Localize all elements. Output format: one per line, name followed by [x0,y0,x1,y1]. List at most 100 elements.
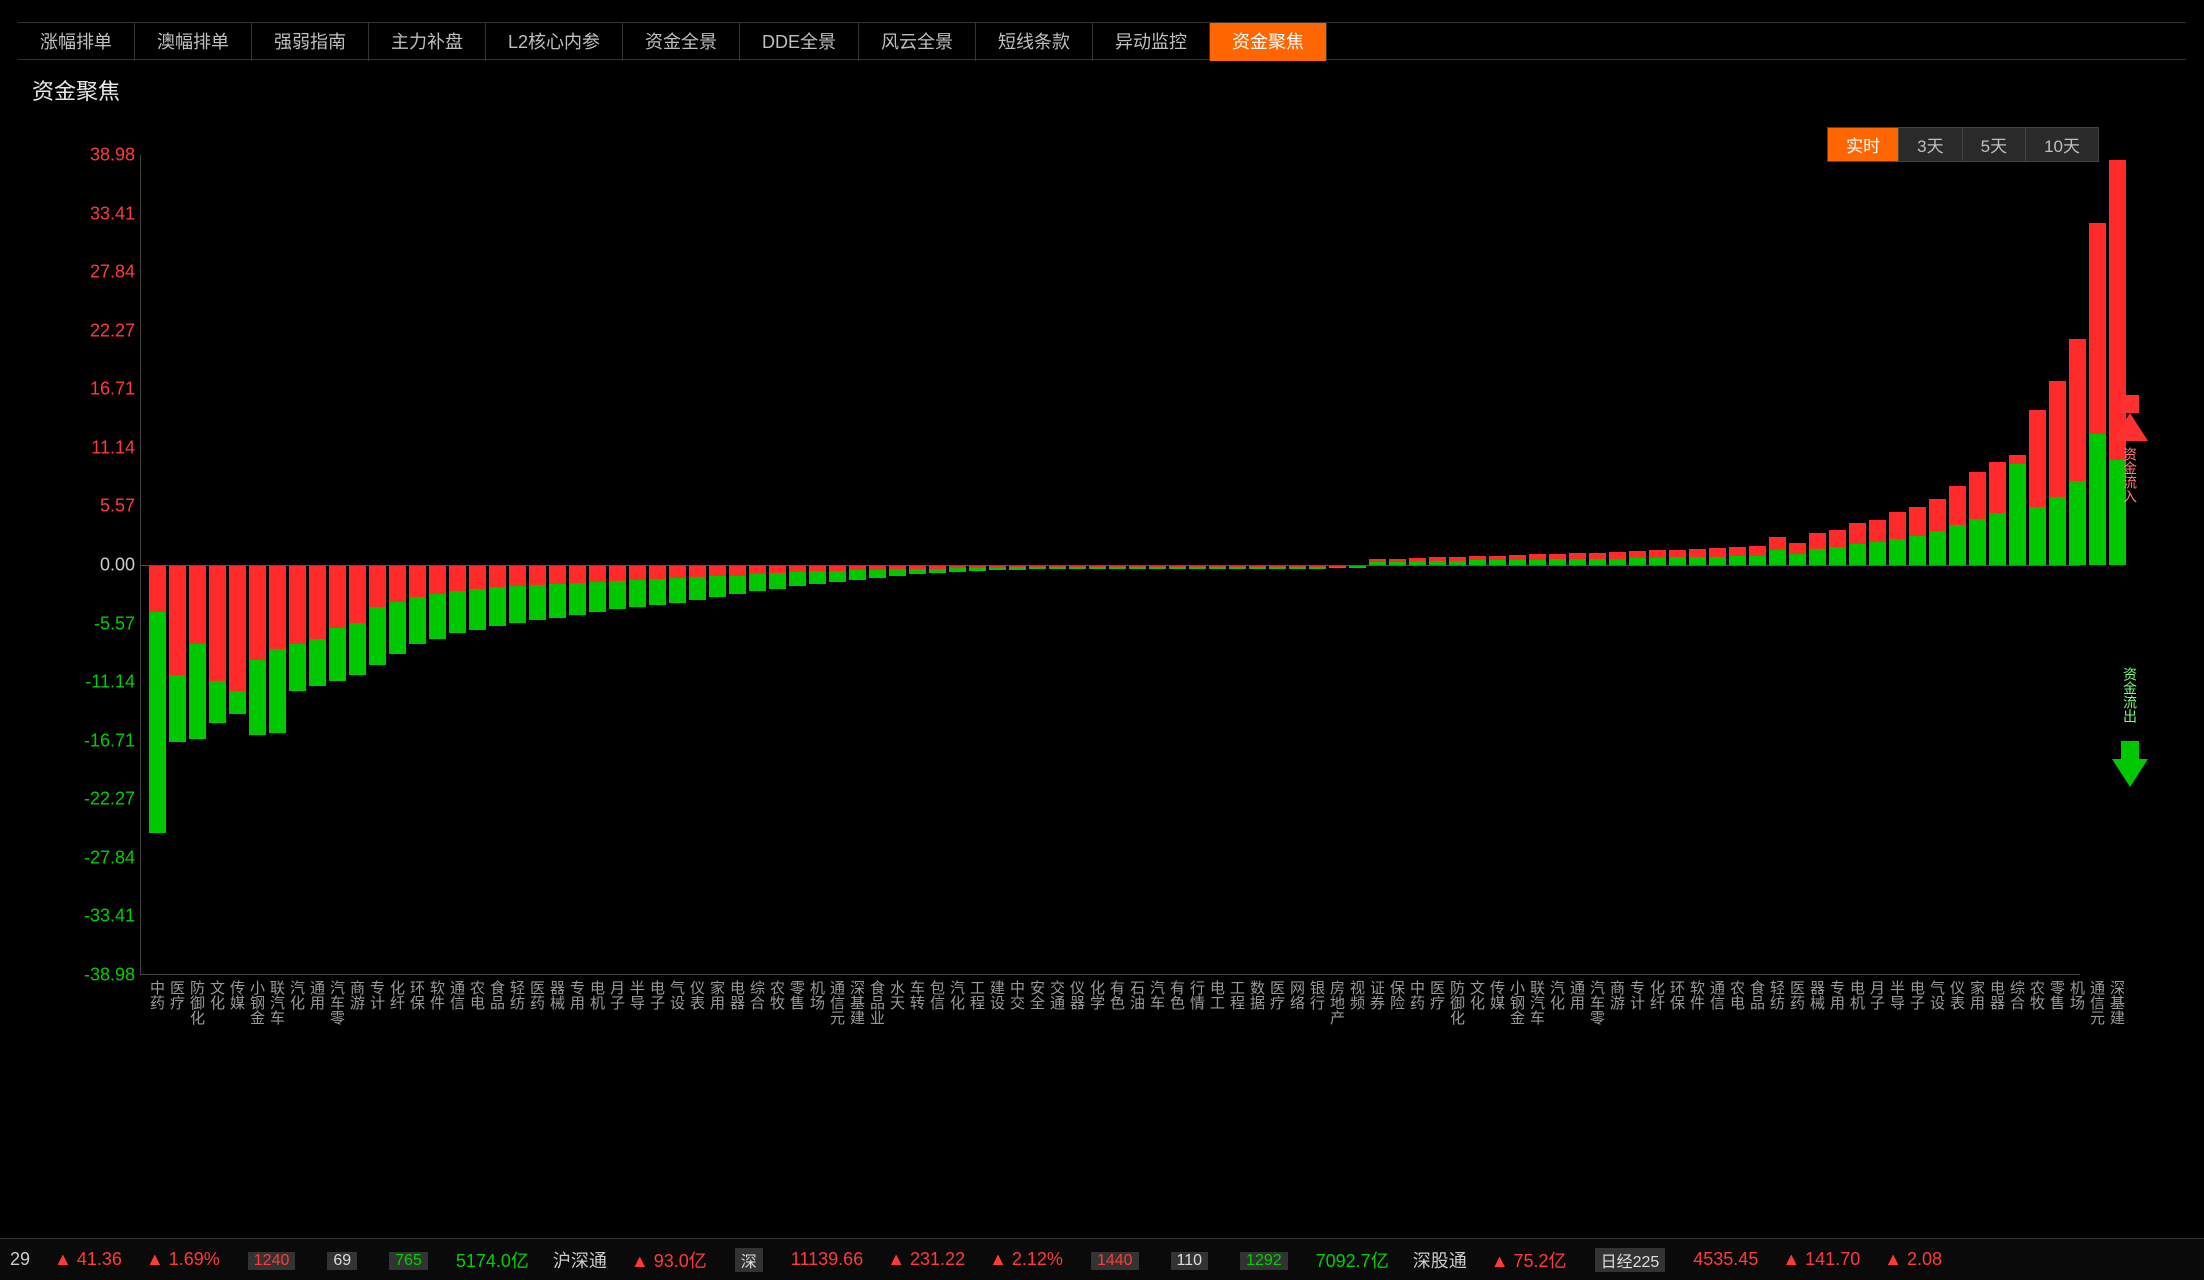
tab-3[interactable]: 主力补盘 [369,23,486,61]
x-label: 房地产 [1328,980,1345,1025]
ticker-item: ▲ 75.2亿 [1491,1247,1567,1273]
x-label: 轻纺 [1768,980,1785,1010]
ticker-item: ▲ 141.70 [1782,1249,1860,1270]
x-label: 联汽车 [1528,980,1545,1025]
x-label: 工程 [968,980,985,1010]
x-label: 农牧 [2028,980,2045,1010]
x-label: 汽化 [288,980,305,1010]
x-label: 汽化 [1548,980,1565,1010]
x-label: 农电 [1728,980,1745,1010]
x-label: 文化 [208,980,225,1010]
tab-7[interactable]: 风云全景 [859,23,976,61]
y-tick: 5.57 [25,496,135,517]
x-label: 器械 [548,980,565,1010]
x-label: 化纤 [1648,980,1665,1010]
x-label: 中交 [1008,980,1025,1010]
x-label: 仪器 [1068,980,1085,1010]
ticker-item: 1292 [1236,1249,1292,1270]
ticker-item: ▲ 41.36 [54,1249,122,1270]
plot-area [140,155,2080,975]
x-label: 月子 [608,980,625,1010]
ticker-item: 1240 [244,1249,300,1270]
x-label: 家用 [1968,980,1985,1010]
x-label: 零售 [2048,980,2065,1010]
x-axis-labels: 中药医疗防御化文化传媒小钢金联汽车汽化通用汽车零商游专计化纤环保软件通信农电食品… [140,980,2080,1150]
x-label: 仪表 [688,980,705,1010]
x-label: 电器 [1988,980,2005,1010]
side-legend: 资金流入 资金流出 [2100,395,2160,787]
x-label: 防御化 [1448,980,1465,1025]
ticker-item: ▲ 231.22 [887,1249,965,1270]
x-label: 电子 [1908,980,1925,1010]
y-tick: 16.71 [25,379,135,400]
x-label: 汽车零 [1588,980,1605,1025]
legend-inflow-label: 资金流入 [2120,447,2140,503]
x-label: 商游 [348,980,365,1010]
y-tick: 11.14 [25,437,135,458]
tab-9[interactable]: 异动监控 [1093,23,1210,61]
x-label: 电器 [728,980,745,1010]
tab-1[interactable]: 澳幅排单 [135,23,252,61]
x-label: 月子 [1868,980,1885,1010]
x-label: 食品 [1748,980,1765,1010]
x-label: 专用 [568,980,585,1010]
x-label: 车转 [908,980,925,1010]
x-label: 通信 [1708,980,1725,1010]
y-tick: 27.84 [25,262,135,283]
ticker-item: ▲ 2.08 [1884,1249,1942,1270]
x-label: 医疗 [1268,980,1285,1010]
y-tick: -33.41 [25,906,135,927]
page-title: 资金聚焦 [32,74,120,106]
x-label: 医疗 [168,980,185,1010]
y-tick: -16.71 [25,730,135,751]
x-label: 环保 [1668,980,1685,1010]
x-label: 中药 [1408,980,1425,1010]
arrow-up-icon [2112,413,2148,441]
tab-6[interactable]: DDE全景 [740,23,859,61]
x-label: 医疗 [1428,980,1445,1010]
x-label: 半导 [1888,980,1905,1010]
ticker-item: 深 [731,1248,767,1272]
x-label: 石油 [1128,980,1145,1010]
ticker-item: 11139.66 [791,1249,863,1270]
ticker-item: 29 [10,1249,30,1270]
tab-2[interactable]: 强弱指南 [252,23,369,61]
x-label: 有色 [1108,980,1125,1010]
ticker-item: ▲ 93.0亿 [631,1247,707,1273]
tab-10[interactable]: 资金聚焦 [1210,23,1327,61]
x-label: 气设 [668,980,685,1010]
x-label: 仪表 [1948,980,1965,1010]
y-tick: 33.41 [25,203,135,224]
x-label: 食品业 [868,980,885,1025]
x-label: 通用 [308,980,325,1010]
x-label: 防御化 [188,980,205,1025]
arrow-down-icon [2112,759,2148,787]
tab-0[interactable]: 涨幅排单 [18,23,135,61]
x-label: 气设 [1928,980,1945,1010]
ticker-item: 69 [323,1249,361,1270]
tab-8[interactable]: 短线条款 [976,23,1093,61]
bottom-ticker: 29▲ 41.36▲ 1.69%1240697655174.0亿沪深通▲ 93.… [0,1238,2204,1280]
ticker-item: 765 [385,1249,432,1270]
x-label: 专计 [368,980,385,1010]
x-label: 深基建 [2108,980,2125,1025]
x-label: 器械 [1808,980,1825,1010]
tab-5[interactable]: 资金全景 [623,23,740,61]
ticker-item: 沪深通 [553,1247,607,1273]
tab-4[interactable]: L2核心内参 [486,23,623,61]
x-label: 轻纺 [508,980,525,1010]
x-label: 保险 [1388,980,1405,1010]
x-label: 电机 [588,980,605,1010]
x-label: 电子 [648,980,665,1010]
x-label: 通信元 [828,980,845,1025]
x-label: 商游 [1608,980,1625,1010]
x-label: 银行 [1308,980,1325,1010]
x-label: 视频 [1348,980,1365,1010]
x-label: 文化 [1468,980,1485,1010]
x-label: 综合 [748,980,765,1010]
ticker-item: 日经225 [1591,1248,1670,1272]
x-label: 行情 [1188,980,1205,1010]
y-tick: -5.57 [25,613,135,634]
x-label: 零售 [788,980,805,1010]
x-label: 环保 [408,980,425,1010]
